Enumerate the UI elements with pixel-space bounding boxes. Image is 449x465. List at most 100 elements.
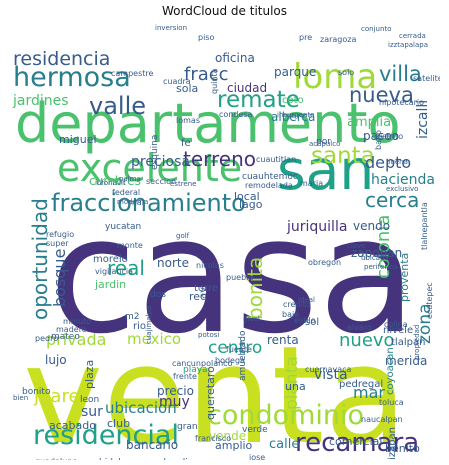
word-guadalupe: guadalupe — [35, 457, 77, 460]
word-tlalnepantla: tlalnepantla — [420, 202, 429, 250]
word-sur: sur — [81, 404, 103, 420]
word-coto: coto — [282, 95, 304, 106]
word-nueva: nueva — [349, 83, 414, 107]
word-bonita: bonita — [243, 257, 267, 320]
word-conjunto: conjunto — [361, 25, 391, 33]
word-bonito: bonito — [22, 387, 51, 397]
word-centro: centro — [208, 338, 262, 358]
word-condominio: condominio — [207, 400, 364, 431]
word-bodega: bodega — [215, 356, 245, 365]
word-madero: madero — [56, 325, 87, 334]
word-verde: verde — [242, 425, 268, 435]
word-obregon: obregon — [308, 258, 341, 267]
word-lago: lago — [239, 198, 263, 211]
word-valle: valle — [89, 92, 146, 120]
word-por: por — [316, 137, 331, 147]
word-bien: bien — [13, 394, 28, 402]
word-amplio: amplio — [215, 439, 253, 452]
word-baja: baja — [282, 310, 299, 319]
word-polanco: polanco — [201, 359, 233, 368]
word-jose: jose — [248, 453, 265, 460]
word-ubicacion: ubicacion — [105, 399, 177, 417]
word-departamento: departamento — [15, 92, 401, 155]
word-moderna: moderna — [117, 198, 148, 206]
word-acabado: acabado — [49, 419, 96, 432]
word-ecatepec: ecatepec — [425, 282, 434, 319]
word-nivele: nivele — [383, 325, 413, 336]
word-distrito: distrito — [375, 132, 403, 141]
word-sol: sol — [305, 317, 319, 328]
word-norte: norte — [157, 256, 189, 270]
word-solo: solo — [338, 68, 354, 77]
word-recamara: recamara — [295, 428, 419, 458]
word-ideal: ideal — [298, 296, 315, 304]
word-cumbres: cumbres — [89, 174, 141, 188]
word-izztapalapa: izztapalapa — [388, 41, 428, 49]
word-cuauhtemoc: cuauhtemoc — [242, 172, 298, 182]
word-minuto: minuto — [63, 317, 91, 326]
word-playa: playa — [183, 365, 208, 375]
word-muy: muy — [159, 394, 190, 410]
word-infonavit: infonavit — [95, 179, 126, 187]
word-lujo: lujo — [45, 353, 67, 367]
word-av: av — [198, 287, 209, 299]
word-gran: gran — [177, 422, 198, 432]
word-zapopan: zapopan — [351, 246, 402, 260]
word-fe: fe — [181, 138, 191, 149]
word-loma: loma — [293, 57, 377, 97]
word-clave: clave — [347, 242, 366, 250]
word-zona: zona — [415, 303, 435, 344]
word-renta: renta — [267, 333, 299, 347]
word-piso: piso — [198, 33, 214, 42]
word-depto: depto — [365, 153, 411, 172]
word-fracc: fracc — [184, 64, 229, 85]
word-sola: sola — [176, 82, 198, 95]
word-juarez: juarez — [33, 386, 89, 407]
word-maria: maria — [300, 179, 323, 188]
word-periferico: periferico — [364, 263, 397, 271]
word-vigilancia: vigilancia — [95, 267, 133, 276]
word-paseo: paseo — [363, 129, 399, 143]
word-miguel: miguel — [59, 133, 97, 146]
word-queretaro: queretaro — [204, 366, 217, 420]
word-nuevo: nuevo — [339, 330, 395, 351]
word-tlalpan: tlalpan — [391, 337, 425, 348]
word-vendo: vendo — [353, 219, 390, 233]
word-real: real — [107, 256, 145, 280]
word-golf: golf — [176, 232, 190, 240]
word-villa: villa — [379, 62, 422, 86]
word-calle: calle — [269, 437, 299, 452]
word-mateo: mateo — [51, 332, 80, 342]
word-potosi: potosi — [198, 331, 219, 339]
word-colina: colina — [384, 320, 408, 329]
word-francisco: francisco — [195, 434, 231, 443]
word-parque: parque — [274, 65, 316, 79]
word-cancun: cancun — [172, 359, 201, 368]
word-credito: credito — [283, 300, 311, 309]
word-ciudad: ciudad — [227, 81, 267, 95]
word-pre: pre — [299, 33, 312, 42]
word-estrene: estrene — [170, 180, 196, 188]
word-amueblado: amueblado — [238, 330, 248, 381]
word-cuautitlan: cuautitlan — [256, 155, 296, 164]
word-santa: santa — [311, 143, 375, 169]
word-proventa: proventa — [398, 253, 411, 302]
word-buena: buena — [386, 158, 408, 166]
word-mar: mar — [353, 383, 385, 402]
word-torre: torre — [194, 283, 218, 294]
word-zaragoza: zaragoza — [320, 35, 356, 44]
word-ubicada: ubicada — [361, 254, 389, 262]
word-palma: palma — [119, 175, 141, 183]
word-bosque: bosque — [50, 249, 69, 307]
word-propiedad: propiedad — [413, 325, 421, 360]
word-exclusivo: exclusivo — [386, 185, 418, 193]
word-esquina: esquina — [150, 135, 160, 170]
word-satelite: satelite — [413, 74, 440, 83]
word-precio: precio — [157, 384, 194, 398]
word-bano: bano — [374, 130, 383, 150]
word-san: san — [277, 138, 374, 202]
chart-title: WordCloud de titulos — [161, 4, 288, 18]
word-terreno: terreno — [183, 147, 256, 171]
word-hacienda: hacienda — [371, 172, 435, 188]
word-cuernavaca: cuernavaca — [305, 365, 352, 374]
